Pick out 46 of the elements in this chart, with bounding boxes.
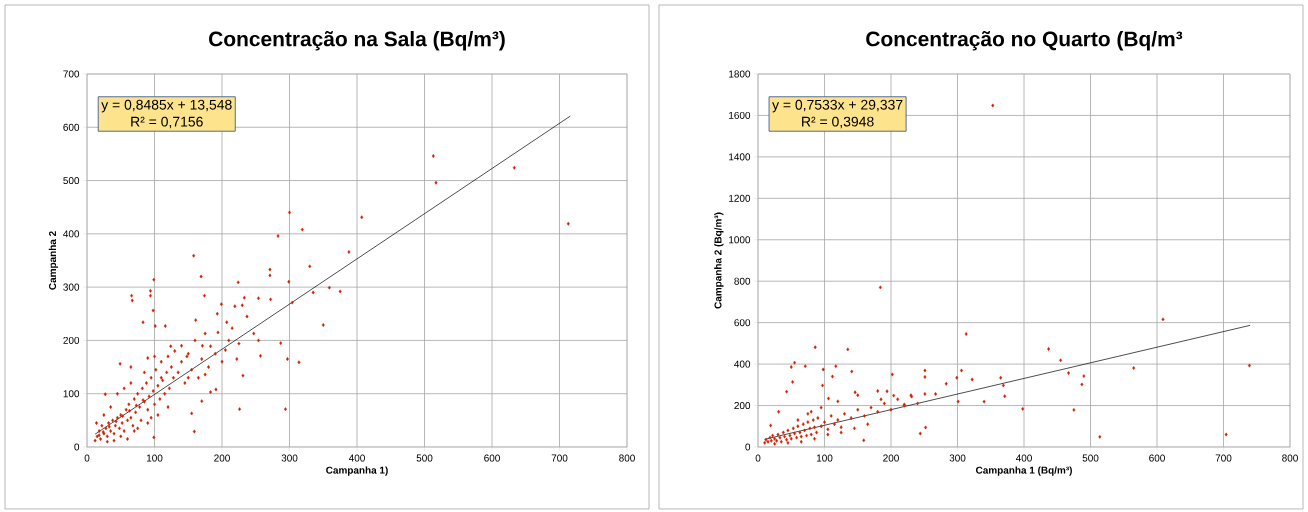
y-tick-label: 200 [734, 402, 751, 410]
y-tick-label: 300 [63, 283, 80, 291]
y-tick-label: 600 [63, 123, 80, 131]
chart-title: Concentração no Quarto (Bq/m³ [866, 30, 1183, 51]
x-tick-label: 400 [348, 454, 365, 462]
x-tick-label: 600 [1149, 454, 1165, 462]
annotation: R² = 0,3948 [802, 116, 874, 129]
x-axis-title: Campanha 1 (Bq/m³) [975, 466, 1072, 476]
y-tick-label: 1200 [729, 194, 751, 202]
y-tick-label: 500 [63, 177, 80, 185]
x-tick-label: 200 [883, 454, 899, 462]
x-tick-label: 800 [619, 454, 635, 462]
x-tick-label: 0 [755, 454, 761, 462]
y-tick-label: 700 [63, 70, 80, 78]
y-tick-label: 0 [74, 443, 80, 451]
y-axis-title: Campanha 2 (Bq/m³) [714, 212, 724, 309]
x-axis-title: Campanha 1) [326, 466, 388, 476]
x-tick-label: 700 [1215, 454, 1232, 462]
y-tick-label: 1000 [729, 236, 751, 244]
x-tick-label: 100 [146, 454, 163, 462]
y-tick-label: 0 [745, 443, 751, 451]
x-tick-label: 300 [949, 454, 966, 462]
x-tick-label: 0 [84, 454, 90, 462]
x-tick-label: 500 [416, 454, 433, 462]
y-tick-label: 800 [734, 277, 751, 285]
y-tick-label: 100 [63, 390, 80, 398]
x-tick-label: 700 [551, 454, 568, 462]
x-tick-label: 100 [816, 454, 833, 462]
x-tick-label: 600 [484, 454, 500, 462]
y-axis-title: Campanha 2 [48, 231, 59, 290]
annotation: y = 0,8485x + 13,548 [101, 99, 232, 113]
y-tick-label: 1400 [729, 153, 751, 161]
y-tick-label: 1600 [729, 111, 751, 119]
y-tick-label: 600 [734, 319, 751, 327]
annotation: R² = 0,7156 [131, 116, 203, 129]
y-tick-label: 400 [63, 230, 80, 238]
y-tick-label: 400 [734, 360, 751, 368]
x-tick-label: 300 [281, 454, 298, 462]
x-tick-label: 200 [214, 454, 230, 462]
x-tick-label: 800 [1282, 454, 1298, 462]
x-tick-label: 500 [1082, 454, 1099, 462]
y-tick-label: 1800 [729, 70, 751, 78]
y-tick-label: 200 [63, 336, 80, 344]
annotation: y = 0,7533x + 29,337 [772, 99, 903, 113]
chart-title: Concentração na Sala (Bq/m³) [209, 30, 505, 51]
x-tick-label: 400 [1015, 454, 1032, 462]
